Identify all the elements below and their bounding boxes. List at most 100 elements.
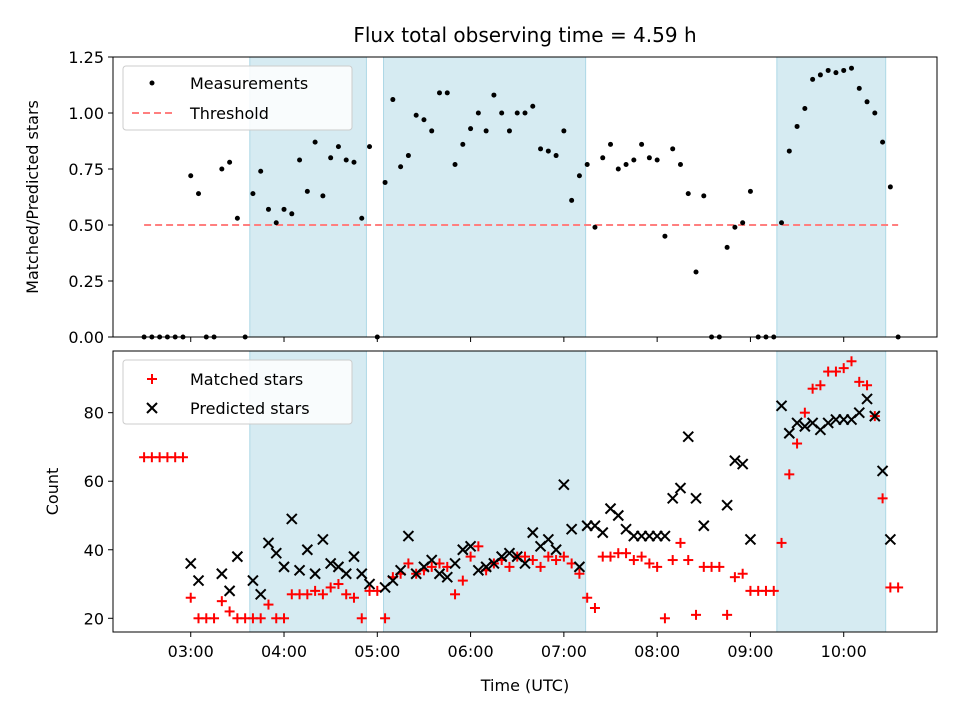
predicted-star-point: [666, 492, 679, 505]
matched-star-point: [279, 613, 290, 624]
matched-star-point: [636, 551, 647, 562]
measurement-point: [646, 155, 652, 161]
measurement-point: [304, 188, 310, 194]
measurement-point: [732, 224, 738, 230]
measurement-point: [335, 144, 341, 150]
predicted-star-point: [426, 554, 438, 566]
top-ytick-label-0: 0.00: [68, 328, 104, 347]
predicted-star-point: [254, 588, 267, 601]
measurement-point: [468, 126, 474, 132]
predicted-star-point-b: [853, 406, 865, 419]
matched-star-point: [605, 551, 616, 562]
predicted-star-point-b: [550, 544, 562, 556]
matched-star-point: [535, 561, 546, 572]
measurement-point: [530, 103, 536, 109]
top-legend-box: [122, 65, 353, 131]
predicted-star-point: [597, 526, 609, 539]
legend-measurements-label: Measurements: [190, 74, 308, 93]
predicted-star-point: [387, 574, 399, 587]
predicted-star-point-b: [690, 492, 702, 505]
measurement-point: [576, 173, 582, 179]
predicted-star-point-b: [597, 526, 609, 539]
measurement-point: [250, 191, 256, 197]
measurement-point: [320, 193, 326, 199]
predicted-star-point: [721, 499, 733, 511]
matched-star-point: [621, 548, 632, 559]
matched-star-point: [815, 380, 826, 391]
measurement-point: [545, 148, 551, 154]
predicted-star-point: [495, 550, 508, 563]
measurement-point: [506, 128, 512, 134]
matched-star-point: [862, 380, 873, 391]
top-ytick-label-3: 0.75: [68, 160, 104, 179]
bottom-y-axis-label: Count: [43, 468, 62, 516]
measurement-point: [444, 90, 450, 96]
predicted-star-point-b: [192, 574, 205, 587]
matched-star-point: [807, 383, 818, 394]
predicted-star-point-b: [332, 561, 345, 573]
matched-star-point: [457, 575, 468, 586]
measurement-point: [592, 224, 598, 230]
predicted-star-point-b: [254, 588, 267, 601]
predicted-star-point: [659, 530, 671, 542]
predicted-star-point-b: [620, 523, 632, 535]
xtick-label-2: 05:00: [354, 642, 400, 661]
measurement-point: [779, 220, 785, 226]
predicted-star-point: [363, 578, 376, 590]
measurement-point: [786, 148, 792, 154]
measurement-point: [405, 153, 411, 159]
predicted-star-point: [799, 420, 811, 433]
measurement-point: [289, 211, 295, 217]
predicted-star-point: [293, 564, 306, 577]
xtick-label-0: 03:00: [168, 642, 214, 661]
predicted-star-point-b: [573, 561, 586, 573]
predicted-star-point-b: [775, 400, 788, 412]
matched-star-point: [768, 585, 779, 596]
predicted-star-point-b: [309, 568, 321, 580]
predicted-star-point: [309, 568, 321, 580]
predicted-star-point: [464, 540, 477, 553]
predicted-star-point: [744, 533, 757, 546]
measurement-point: [514, 110, 520, 116]
predicted-star-point: [783, 427, 796, 439]
predicted-star-point: [853, 406, 865, 419]
legend-x-glyph: [146, 402, 158, 414]
matched-star-point: [302, 589, 313, 600]
predicted-star-point: [270, 547, 282, 559]
predicted-star-point-b: [317, 533, 329, 546]
predicted-star-point-b: [340, 568, 352, 580]
matched-star-point: [403, 558, 414, 569]
xtick-label-4: 07:00: [541, 642, 587, 661]
measurement-point: [475, 110, 481, 116]
predicted-star-point: [185, 557, 197, 570]
predicted-star-point-b: [806, 417, 819, 429]
measurement-point: [421, 117, 427, 123]
predicted-star-point-b: [612, 509, 624, 522]
predicted-star-point: [884, 533, 897, 546]
measurement-point: [483, 128, 489, 134]
measurement-point: [887, 184, 893, 190]
top-ytick-label-1: 0.25: [68, 272, 104, 291]
predicted-star-point: [247, 574, 259, 587]
predicted-star-point-b: [736, 458, 749, 470]
predicted-star-point: [565, 523, 578, 535]
matched-star-point: [216, 596, 227, 607]
predicted-star-point-b: [402, 530, 415, 542]
bottom-axes-frame: [112, 350, 938, 633]
measurement-point: [701, 193, 707, 199]
predicted-star-point: [317, 533, 329, 546]
matched-star-point: [652, 561, 663, 572]
predicted-star-point: [775, 400, 788, 412]
predicted-star-point: [348, 550, 360, 563]
matched-star-point: [675, 537, 686, 548]
measurement-point: [639, 141, 645, 147]
predicted-star-point-b: [729, 454, 741, 467]
predicted-star-point-b: [791, 417, 803, 429]
bottom-shaded-intervals: [249, 350, 887, 633]
measurement-point: [569, 197, 575, 203]
predicted-star-point-b: [394, 564, 407, 577]
predicted-star-point-b: [822, 417, 834, 429]
predicted-star-point: [231, 550, 244, 563]
measurement-point: [872, 110, 878, 116]
matched-star-point: [348, 592, 359, 603]
